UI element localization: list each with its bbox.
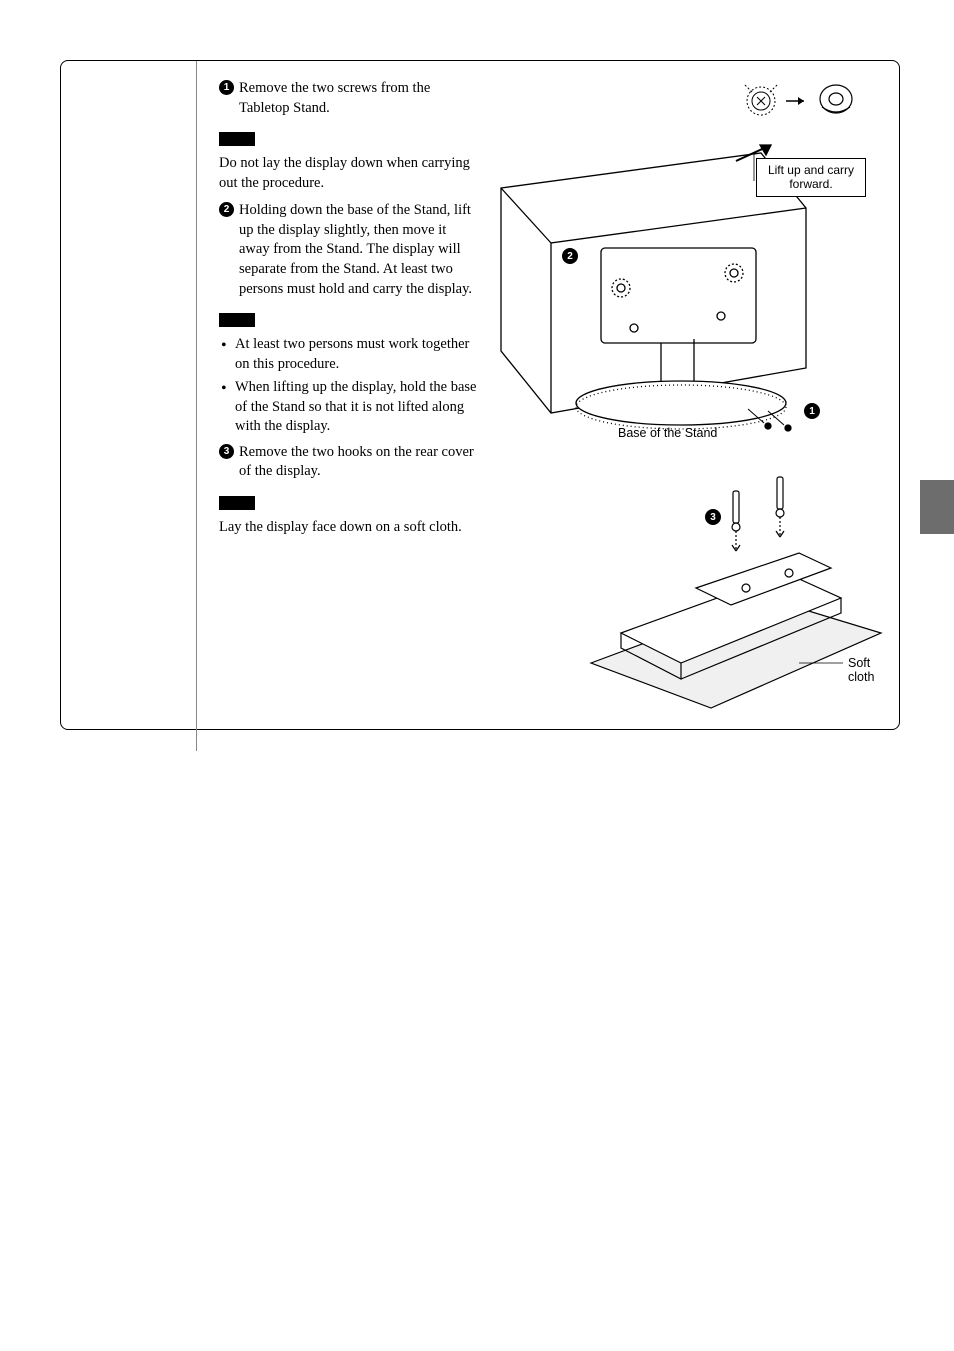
diagram-area: Lift up and carry forward. 2 1 Base of t… <box>486 73 886 723</box>
note-label-1 <box>219 132 255 146</box>
display-facedown-illustration <box>581 453 891 728</box>
base-of-stand-label: Base of the Stand <box>618 426 717 440</box>
diagram-marker-1: 1 <box>804 403 820 419</box>
step-1: 1 Remove the two screws from the Tableto… <box>219 79 479 118</box>
step-3-text: Remove the two hooks on the rear cover o… <box>239 444 474 480</box>
soft-cloth-label: Soft cloth <box>848 656 886 684</box>
diagram-marker-3: 3 <box>705 509 721 525</box>
step-1-text: Remove the two screws from the Tabletop … <box>239 80 430 116</box>
page-side-tab <box>920 480 954 534</box>
step-number-2: 2 <box>219 202 234 217</box>
step-2-text: Holding down the base of the Stand, lift… <box>239 202 472 296</box>
step-number-3: 3 <box>219 444 234 459</box>
note-3-text: Lay the display face down on a soft clot… <box>219 518 479 538</box>
note-label-2 <box>219 313 255 327</box>
note-2-list: At least two persons must work together … <box>219 335 479 437</box>
note-label-3 <box>219 496 255 510</box>
column-divider <box>196 61 197 751</box>
page-frame: 1 Remove the two screws from the Tableto… <box>60 60 900 730</box>
step-number-1: 1 <box>219 80 234 95</box>
note-2-bullet-2: When lifting up the display, hold the ba… <box>219 378 479 437</box>
step-2: 2 Holding down the base of the Stand, li… <box>219 201 479 299</box>
instruction-column: 1 Remove the two screws from the Tableto… <box>219 79 479 546</box>
step-3: 3 Remove the two hooks on the rear cover… <box>219 443 479 482</box>
note-1-text: Do not lay the display down when carryin… <box>219 154 479 193</box>
lift-callout-text: Lift up and carry forward. <box>768 163 854 191</box>
lift-callout: Lift up and carry forward. <box>756 158 866 197</box>
screw-detail-illustration <box>726 73 876 133</box>
diagram-marker-2: 2 <box>562 248 578 264</box>
note-2-bullet-1: At least two persons must work together … <box>219 335 479 374</box>
